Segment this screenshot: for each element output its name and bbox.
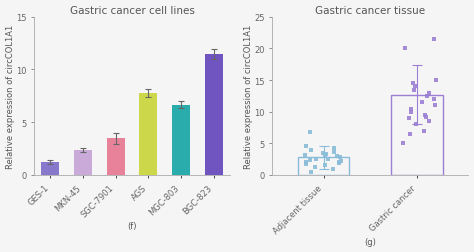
Point bbox=[405, 116, 413, 120]
Bar bbox=[392, 95, 443, 175]
Point bbox=[302, 160, 310, 164]
Point bbox=[307, 158, 314, 162]
Point bbox=[419, 129, 427, 133]
Point bbox=[406, 132, 414, 136]
Point bbox=[335, 161, 343, 165]
Point bbox=[337, 155, 344, 160]
Bar bbox=[205, 54, 223, 175]
Title: Gastric cancer cell lines: Gastric cancer cell lines bbox=[70, 6, 194, 15]
Title: Gastric cancer tissue: Gastric cancer tissue bbox=[315, 6, 426, 15]
Point bbox=[410, 88, 418, 92]
Point bbox=[411, 85, 419, 89]
Point bbox=[426, 91, 433, 95]
Point bbox=[399, 142, 407, 146]
Point bbox=[319, 151, 327, 155]
Bar bbox=[298, 158, 349, 175]
Point bbox=[330, 150, 337, 154]
Point bbox=[311, 166, 319, 170]
Point bbox=[321, 153, 328, 157]
Point bbox=[410, 82, 417, 86]
Point bbox=[336, 161, 343, 165]
Point bbox=[302, 162, 310, 166]
Point bbox=[302, 145, 310, 149]
X-axis label: (g): (g) bbox=[365, 237, 376, 246]
Bar bbox=[74, 151, 92, 175]
Point bbox=[321, 164, 329, 168]
Point bbox=[301, 154, 309, 158]
Point bbox=[431, 104, 439, 108]
Point bbox=[421, 113, 428, 117]
Bar bbox=[107, 139, 125, 175]
Bar bbox=[172, 105, 190, 175]
Point bbox=[412, 123, 420, 127]
Point bbox=[430, 38, 438, 42]
Point bbox=[407, 110, 414, 114]
Bar bbox=[41, 163, 59, 175]
Point bbox=[329, 167, 337, 171]
Point bbox=[425, 120, 433, 124]
Point bbox=[322, 152, 329, 156]
Point bbox=[333, 154, 341, 158]
Point bbox=[307, 170, 315, 174]
Point bbox=[430, 98, 438, 102]
Point bbox=[432, 79, 439, 83]
Point bbox=[312, 158, 319, 162]
X-axis label: (f): (f) bbox=[128, 222, 137, 230]
Point bbox=[307, 148, 315, 152]
Y-axis label: Relative expression of circCOL1A1: Relative expression of circCOL1A1 bbox=[6, 25, 15, 168]
Point bbox=[418, 101, 426, 105]
Point bbox=[324, 157, 331, 161]
Point bbox=[330, 147, 337, 151]
Y-axis label: Relative expression of circCOL1A1: Relative expression of circCOL1A1 bbox=[244, 25, 253, 168]
Point bbox=[407, 107, 415, 111]
Bar bbox=[139, 93, 157, 175]
Point bbox=[423, 94, 431, 99]
Point bbox=[337, 159, 345, 163]
Point bbox=[422, 115, 429, 119]
Point bbox=[306, 130, 314, 134]
Point bbox=[401, 47, 409, 51]
